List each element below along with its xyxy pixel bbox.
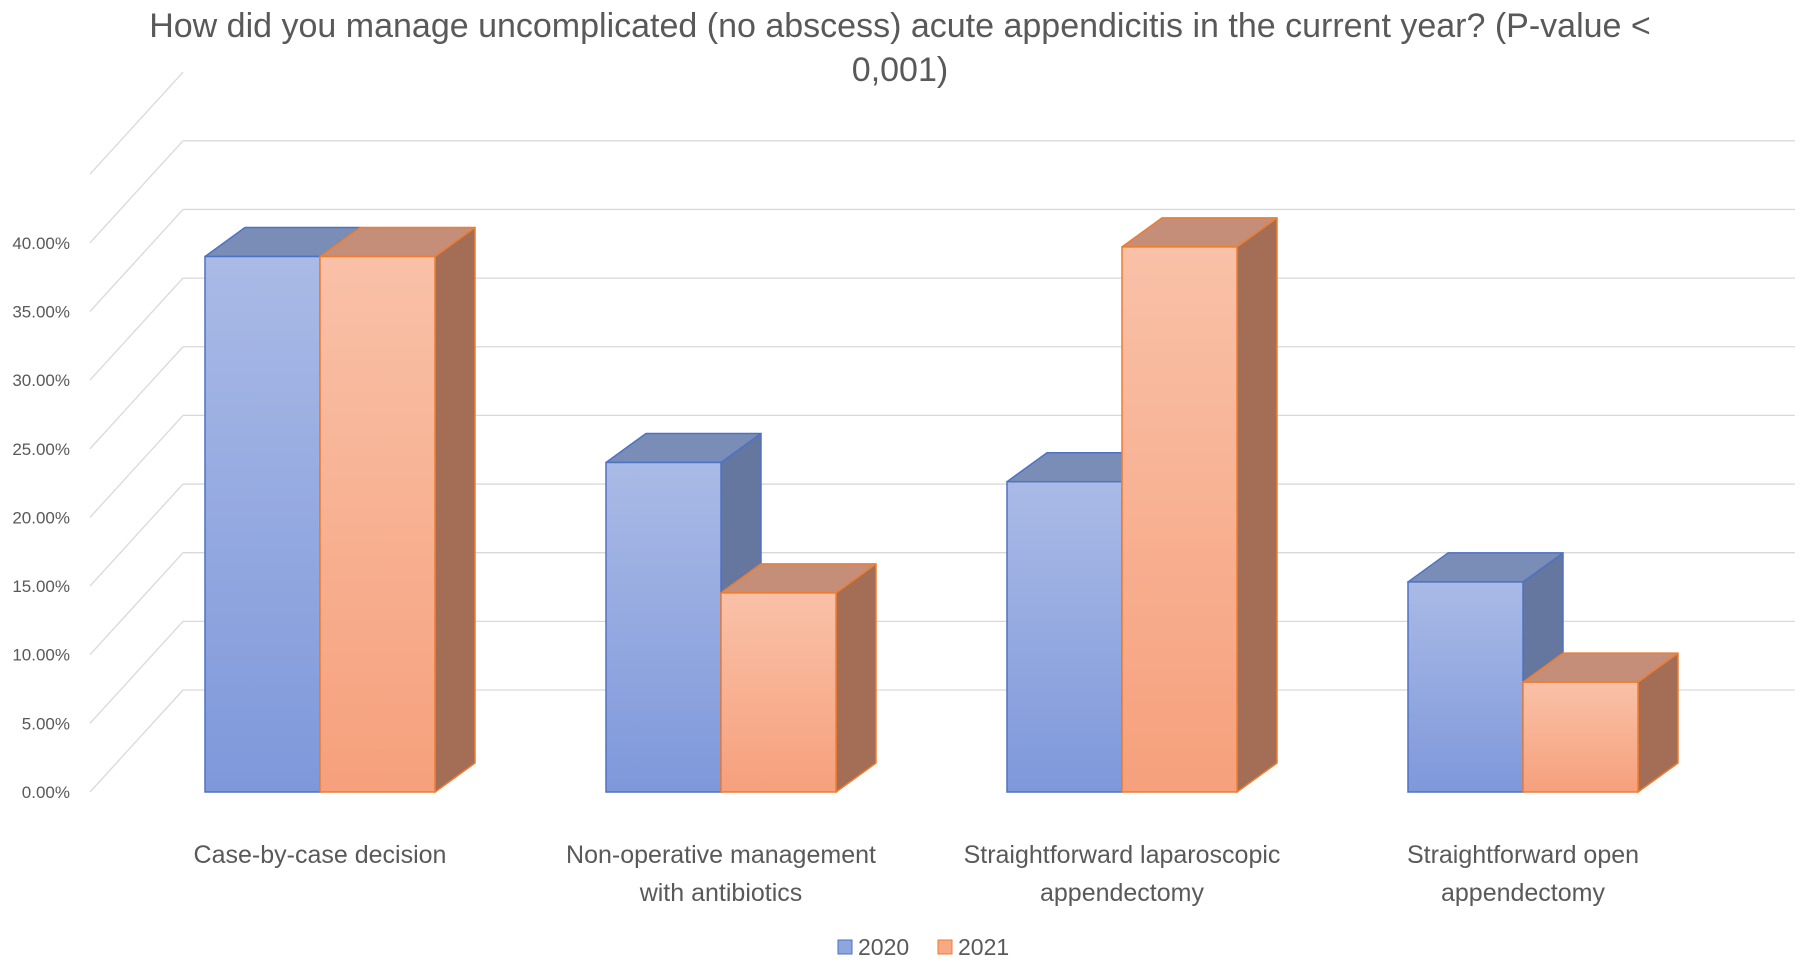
y-tick-label: 30.00% — [12, 371, 70, 390]
y-tick-label: 10.00% — [12, 646, 70, 665]
gridline-diagonal — [89, 414, 184, 518]
legend-swatch — [837, 939, 853, 955]
gridline-diagonal — [89, 483, 184, 587]
x-tick-label: appendectomy — [1040, 879, 1205, 907]
legend-label: 2021 — [958, 934, 1009, 960]
x-tick-label: appendectomy — [1441, 879, 1606, 907]
x-tick-label: Straightforward laparoscopic — [964, 841, 1281, 869]
y-tick-label: 25.00% — [12, 440, 70, 459]
bar-2021-0 — [319, 226, 476, 793]
gridline-diagonal — [89, 209, 184, 312]
x-tick-label: Non-operative management — [566, 841, 876, 869]
gridline-diagonal — [89, 277, 184, 381]
bar-front — [1522, 681, 1639, 793]
bar-front — [204, 255, 321, 793]
gridline-diagonal — [89, 620, 184, 724]
y-tick-label: 35.00% — [12, 302, 70, 321]
gridline-diagonal — [89, 71, 184, 175]
bar-side — [835, 563, 877, 793]
y-tick-label: 5.00% — [22, 714, 70, 733]
legend-label: 2020 — [858, 934, 909, 960]
bar-2021-1 — [720, 563, 877, 793]
bar-front — [1407, 581, 1524, 793]
bar-2021-3 — [1522, 652, 1679, 793]
bars-layer — [204, 217, 1679, 793]
y-tick-label: 15.00% — [12, 577, 70, 596]
gridline-diagonal — [89, 552, 184, 656]
x-tick-label: Straightforward open — [1407, 841, 1639, 869]
y-tick-label: 0.00% — [22, 783, 70, 802]
legend-entry-2020: 2020 — [837, 934, 909, 960]
bar-front — [605, 461, 722, 793]
chart-title: How did you manage uncomplicated (no abs… — [149, 7, 1651, 89]
bar-side — [434, 226, 476, 793]
gridline-diagonal — [89, 346, 184, 450]
legend-entry-2021: 2021 — [937, 934, 1009, 960]
legend-swatch — [937, 939, 953, 955]
labels-layer: 0.00% 5.00% 10.00% 15.00% 20.00% 25.00% 30.00%… — [12, 234, 1639, 907]
bar-front — [720, 592, 837, 793]
x-tick-label: Case-by-case decision — [194, 841, 447, 869]
gridline-diagonal — [89, 689, 184, 793]
legend: 2020 2021 — [837, 934, 1009, 960]
y-tick-label: 40.00% — [12, 234, 70, 253]
x-tick-label: with antibiotics — [639, 879, 803, 907]
bar-front — [1121, 246, 1238, 793]
bar-front — [1006, 480, 1123, 793]
bar-2021-2 — [1121, 217, 1278, 793]
gridline-diagonal — [89, 140, 184, 244]
bar-side — [1236, 217, 1278, 793]
y-tick-label: 20.00% — [12, 508, 70, 527]
bar-front — [319, 255, 436, 793]
